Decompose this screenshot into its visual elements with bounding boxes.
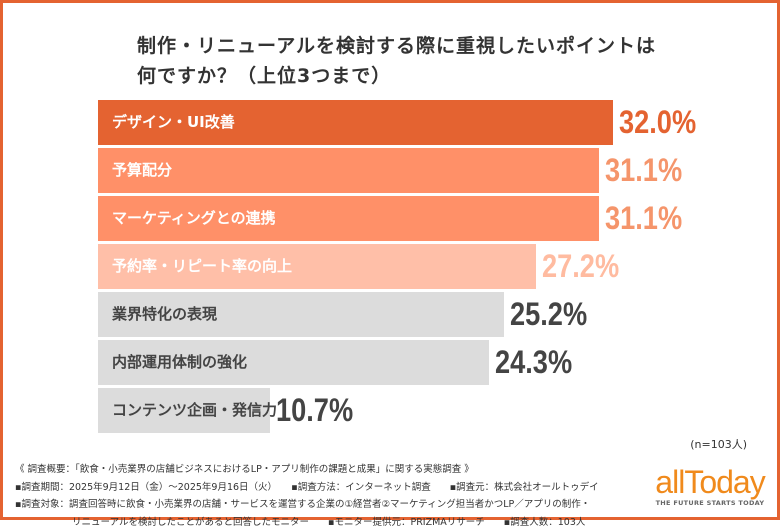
bar-category-label: デザイン・UI改善	[112, 100, 235, 145]
bar-category-label: 予約率・リピート率の向上	[112, 244, 292, 289]
bar: 業界特化の表現	[98, 292, 504, 337]
bar-category-label: 予算配分	[112, 148, 172, 193]
title-line-2: 何ですか？（上位3つまで）	[137, 61, 656, 91]
bar-value-label: 24.3%	[495, 340, 572, 385]
survey-footer: 《 調査概要：「飲食・小売業界の店舗ビジネスにおけるLP・アプリ制作の課題と成果…	[15, 461, 599, 531]
bar: コンテンツ企画・発信力	[98, 388, 270, 433]
footer-line: ▪調査対象：調査回答時に飲食・小売業界の店舗・サービスを運営する企業の①経営者②…	[15, 496, 599, 514]
bar-value-label: 10.7%	[276, 388, 353, 433]
logo-wordmark: allToday	[645, 465, 775, 499]
footer-line: ▪調査期間：2025年9月12日（金）～2025年9月16日（火） ▪調査方法：…	[15, 479, 599, 497]
bar: デザイン・UI改善	[98, 100, 613, 145]
bar-category-label: 内部運用体制の強化	[112, 340, 247, 385]
chart-frame: 制作・リニューアルを検討する際に重視したいポイントは 何ですか？（上位3つまで）…	[0, 0, 780, 520]
bar: 予算配分	[98, 148, 599, 193]
alltoday-logo: allToday THE FUTURE STARTS TODAY	[645, 465, 775, 507]
bar-value-label: 32.0%	[619, 100, 696, 145]
footer-line: 《 調査概要：「飲食・小売業界の店舗ビジネスにおけるLP・アプリ制作の課題と成果…	[15, 461, 599, 479]
title-line-1: 制作・リニューアルを検討する際に重視したいポイントは	[137, 31, 656, 61]
bar: 予約率・リピート率の向上	[98, 244, 536, 289]
bar-value-label: 27.2%	[542, 244, 619, 289]
sample-size-note: (n=103人)	[690, 436, 747, 452]
bar-value-label: 31.1%	[605, 148, 682, 193]
bar-category-label: マーケティングとの連携	[112, 196, 276, 241]
bar-value-label: 31.1%	[605, 196, 682, 241]
bar-category-label: 業界特化の表現	[112, 292, 217, 337]
chart-title: 制作・リニューアルを検討する際に重視したいポイントは 何ですか？（上位3つまで）	[137, 31, 656, 91]
footer-line: リニューアルを検討したことがあると回答したモニター ▪モニター提供元：PRIZM…	[15, 514, 599, 531]
bar-value-label: 25.2%	[510, 292, 587, 337]
bar: マーケティングとの連携	[98, 196, 599, 241]
bar: 内部運用体制の強化	[98, 340, 489, 385]
bar-category-label: コンテンツ企画・発信力	[112, 388, 277, 433]
logo-tagline: THE FUTURE STARTS TODAY	[645, 499, 775, 507]
